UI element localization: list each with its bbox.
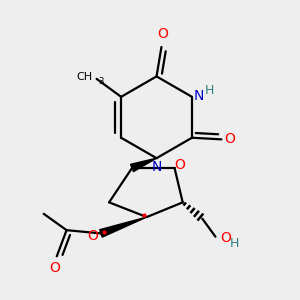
Text: H: H (204, 84, 214, 98)
Text: N: N (194, 89, 204, 103)
Text: O: O (224, 132, 235, 146)
Text: N: N (152, 160, 162, 174)
Text: O: O (174, 158, 185, 172)
Text: H: H (230, 237, 239, 250)
Text: O: O (50, 261, 61, 275)
Text: 3: 3 (98, 77, 104, 86)
Text: O: O (87, 229, 98, 243)
Text: CH: CH (76, 72, 93, 82)
Polygon shape (130, 158, 157, 172)
Text: O: O (220, 231, 231, 245)
Polygon shape (100, 217, 147, 237)
Text: O: O (158, 27, 169, 41)
